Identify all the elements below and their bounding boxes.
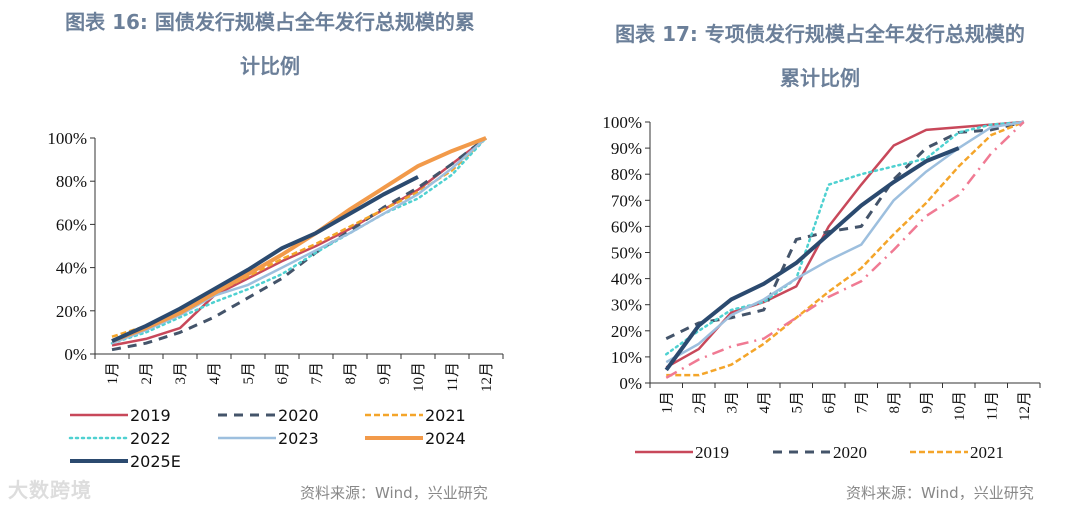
series-line-2024 <box>111 136 487 343</box>
y-tick-label: 50% <box>611 244 642 263</box>
y-tick-label: 0% <box>619 374 642 393</box>
y-tick-label: 90% <box>611 139 642 158</box>
y-tick-label: 30% <box>611 296 642 315</box>
x-tick-label: 4月 <box>757 391 773 414</box>
x-tick-label: 9月 <box>919 391 935 414</box>
x-tick-label: 11月 <box>984 391 1000 420</box>
x-tick-label: 10月 <box>952 391 968 421</box>
y-tick-label: 80% <box>611 165 642 184</box>
legend-label: 2022 <box>130 429 171 448</box>
y-tick-label: 60% <box>611 217 642 236</box>
x-tick-label: 5月 <box>241 362 257 385</box>
x-tick-label: 9月 <box>377 362 393 385</box>
chart-17-title: 图表 17: 专项债发行规模占全年发行总规模的 累计比例 <box>560 12 1080 100</box>
series-line-2020 <box>111 136 487 352</box>
x-tick-label: 12月 <box>479 362 495 392</box>
series-line-2021 <box>111 137 487 338</box>
x-tick-label: 8月 <box>887 391 903 414</box>
y-tick-label: 40% <box>611 270 642 289</box>
x-tick-label: 10月 <box>411 362 427 392</box>
x-tick-label: 6月 <box>822 391 838 414</box>
legend-label: 2025E <box>130 452 181 471</box>
y-tick-label: 10% <box>611 348 642 367</box>
y-tick-label: 20% <box>56 302 87 321</box>
title-line-2: 计比例 <box>240 54 300 78</box>
y-tick-label: 40% <box>56 259 87 278</box>
legend-label: 2023 <box>278 429 319 448</box>
legend-label: 2020 <box>833 443 867 462</box>
chart-17-source: 资料来源：Wind，兴业研究 <box>846 484 1034 502</box>
x-tick-label: 11月 <box>445 362 461 391</box>
x-tick-label: 12月 <box>1017 391 1033 421</box>
legend-label: 2020 <box>278 406 319 425</box>
y-tick-label: 100% <box>47 129 87 148</box>
series-line-unlabeled <box>664 146 960 372</box>
legend-label: 2019 <box>695 443 729 462</box>
y-tick-label: 20% <box>611 322 642 341</box>
x-tick-label: 7月 <box>854 391 870 414</box>
series-line-unlabeled <box>665 120 1025 356</box>
y-tick-label: 70% <box>611 191 642 210</box>
x-tick-label: 1月 <box>105 362 121 385</box>
x-tick-label: 2月 <box>692 391 708 414</box>
chart-16-source: 资料来源：Wind，兴业研究 <box>300 484 488 502</box>
series-line-2022 <box>110 136 488 345</box>
title-line-1: 图表 16: 国债发行规模占全年发行总规模的累 <box>65 10 475 34</box>
series-line-2019 <box>665 120 1024 369</box>
x-tick-label: 1月 <box>659 391 675 414</box>
legend-label: 2021 <box>970 443 1004 462</box>
y-tick-label: 80% <box>56 172 87 191</box>
series-line-unlabeled <box>665 120 1024 364</box>
x-tick-label: 3月 <box>173 362 189 385</box>
x-tick-label: 4月 <box>207 362 223 385</box>
chart-16-title: 图表 16: 国债发行规模占全年发行总规模的累 计比例 <box>10 0 530 88</box>
series-line-unlabeled <box>665 121 1025 379</box>
legend-label: 2019 <box>130 406 171 425</box>
y-tick-label: 60% <box>56 215 87 234</box>
legend-label: 2021 <box>425 406 466 425</box>
series-line-2021 <box>666 120 1025 377</box>
title-line-1: 图表 17: 专项债发行规模占全年发行总规模的 <box>615 22 1025 46</box>
x-tick-label: 6月 <box>275 362 291 385</box>
series-line-2020 <box>665 120 1025 340</box>
legend-label: 2024 <box>425 429 466 448</box>
y-tick-label: 100% <box>602 113 642 132</box>
watermark-logo: 大数跨境 <box>8 478 92 502</box>
y-tick-label: 0% <box>64 345 87 364</box>
x-tick-label: 2月 <box>139 362 155 385</box>
x-tick-label: 3月 <box>724 391 740 414</box>
x-tick-label: 7月 <box>309 362 325 385</box>
x-tick-label: 8月 <box>343 362 359 385</box>
title-line-2: 累计比例 <box>780 66 860 90</box>
series-line-2025E <box>111 175 419 343</box>
x-tick-label: 5月 <box>789 391 805 414</box>
